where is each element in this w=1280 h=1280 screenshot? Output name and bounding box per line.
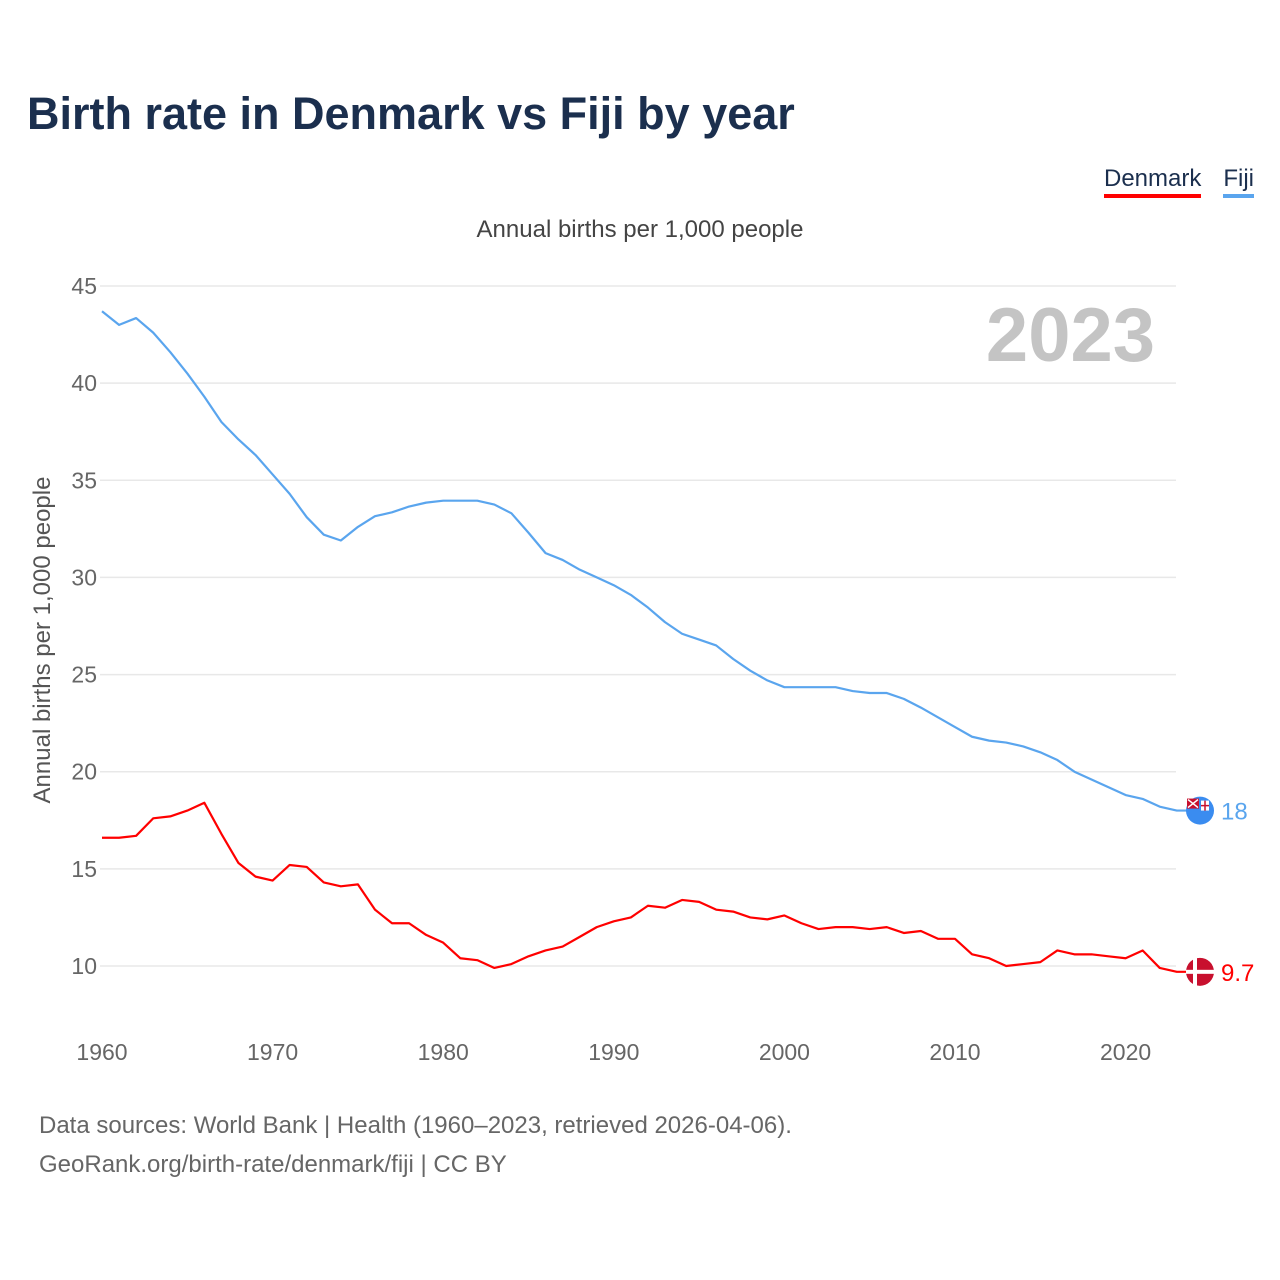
x-tick-label: 2020: [1100, 1039, 1151, 1065]
source-text: Data sources: World Bank | Health (1960–…: [39, 1112, 792, 1139]
y-tick-label: 30: [71, 564, 97, 590]
legend: Denmark Fiji: [1103, 165, 1254, 198]
y-tick-label: 35: [71, 467, 97, 493]
y-tick-label: 45: [71, 273, 97, 299]
x-tick-label: 2010: [929, 1039, 980, 1065]
x-tick-label: 1990: [588, 1039, 639, 1065]
chart-title: Birth rate in Denmark vs Fiji by year: [27, 88, 795, 139]
y-tick-label: 15: [71, 856, 97, 882]
legend-fiji[interactable]: Fiji: [1223, 165, 1254, 198]
y-tick-label: 10: [71, 953, 97, 979]
x-tick-label: 1970: [247, 1039, 298, 1065]
series-line-denmark[interactable]: [102, 801, 1199, 973]
year-watermark: 2023: [986, 293, 1155, 378]
chart-subtitle: Annual births per 1,000 people: [476, 216, 804, 243]
y-axis-label: Annual births per 1,000 people: [29, 477, 56, 804]
fiji-flag-icon: [1186, 796, 1214, 825]
x-tick-label: 2000: [759, 1039, 810, 1065]
y-tick-label: 25: [71, 662, 97, 688]
end-value-label-fiji: 18: [1221, 799, 1248, 826]
series-line-fiji[interactable]: [101, 310, 1199, 812]
footer: Data sources: World Bank | Health (1960–…: [39, 1106, 792, 1184]
attribution-link[interactable]: GeoRank.org/birth-rate/denmark/fiji | CC…: [39, 1151, 507, 1178]
x-tick-label: 1980: [418, 1039, 469, 1065]
legend-denmark[interactable]: Denmark: [1103, 165, 1202, 198]
y-tick-label: 40: [71, 370, 97, 396]
end-value-label-denmark: 9.7: [1221, 960, 1254, 987]
denmark-flag-icon: [1186, 957, 1214, 986]
x-tick-label: 1960: [76, 1039, 127, 1065]
y-tick-label: 20: [71, 759, 97, 785]
